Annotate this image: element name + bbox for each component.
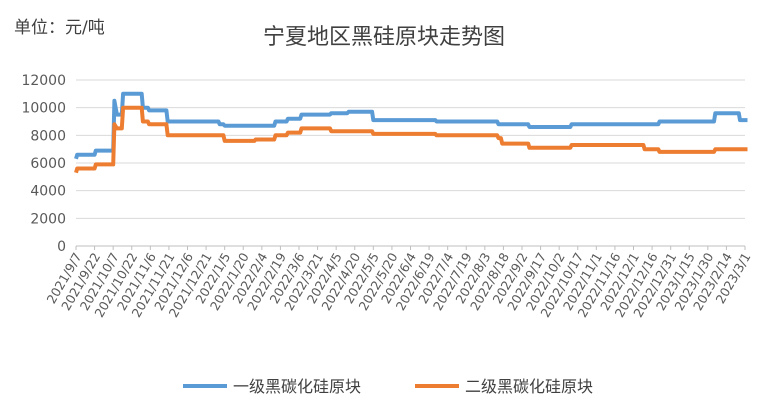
y-tick-label: 8000	[30, 128, 66, 144]
y-tick-label: 0	[57, 239, 66, 255]
y-tick-label: 6000	[30, 156, 66, 172]
series-lines	[74, 91, 748, 174]
legend-entry-1: 一级黑碳化硅原块	[183, 377, 361, 396]
x-axis-ticks: 2021/9/72021/9/222021/10/72021/10/222021…	[44, 246, 754, 320]
series-line-1	[74, 91, 748, 160]
series-line-2	[74, 105, 748, 174]
gridlines	[76, 79, 745, 247]
legend: 一级黑碳化硅原块 二级黑碳化硅原块	[183, 377, 593, 396]
y-axis-ticks: 0 2000 4000 6000 8000 10000 12000	[21, 73, 66, 255]
legend-label: 二级黑碳化硅原块	[465, 377, 593, 396]
legend-label: 一级黑碳化硅原块	[233, 377, 361, 396]
y-tick-label: 2000	[30, 211, 66, 227]
y-tick-label: 12000	[21, 73, 66, 89]
legend-entry-2: 二级黑碳化硅原块	[415, 377, 593, 396]
unit-label: 单位：元/吨	[14, 18, 105, 38]
chart-title: 宁夏地区黑硅原块走势图	[263, 25, 505, 50]
y-tick-label: 4000	[30, 184, 66, 200]
y-tick-label: 10000	[21, 101, 66, 117]
